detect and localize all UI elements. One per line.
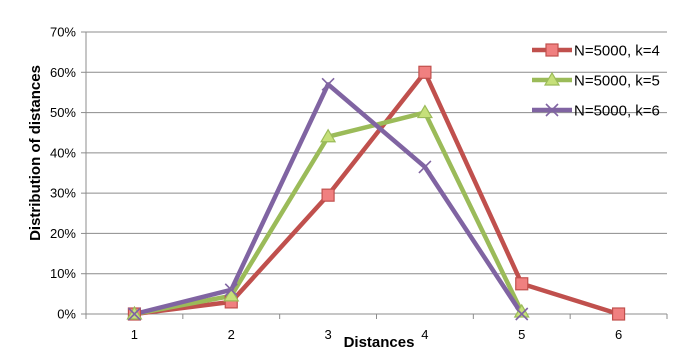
y-tick-label: 0%: [57, 307, 76, 322]
x-tick-label: 3: [324, 327, 331, 342]
data-point: [320, 128, 337, 143]
data-point: [321, 77, 335, 91]
legend-marker: [543, 71, 561, 86]
legend-entry: N=5000, k=4: [532, 43, 660, 60]
series-line-1: [132, 70, 621, 317]
data-point: [127, 307, 141, 321]
x-tick-label: 5: [518, 327, 525, 342]
x-tick-label: 2: [228, 327, 235, 342]
x-axis-ticks: 1 2 3 4 5 6: [85, 314, 668, 342]
legend-label: N=5000, k=5: [574, 73, 660, 90]
x-tick-label: 4: [421, 327, 428, 342]
y-tick-label: 10%: [50, 266, 76, 281]
x-tick-label: 6: [615, 327, 622, 342]
data-point: [515, 277, 529, 291]
y-axis-title: Distribution of distances: [27, 65, 44, 241]
y-tick-label: 60%: [50, 65, 76, 80]
data-point: [515, 307, 529, 321]
data-point: [321, 188, 335, 202]
series-line-2: [132, 110, 524, 317]
data-point: [611, 307, 626, 321]
legend-marker: [545, 103, 559, 117]
data-point: [418, 65, 432, 79]
y-tick-label: 30%: [50, 186, 76, 201]
y-tick-label: 40%: [50, 145, 76, 160]
y-axis-ticks: 0% 10% 20% 30% 40% 50% 60% 70%: [50, 25, 86, 322]
y-tick-label: 50%: [50, 105, 76, 120]
x-tick-label: 1: [131, 327, 138, 342]
data-point: [223, 287, 240, 302]
y-tick-label: 70%: [50, 25, 76, 40]
legend: N=5000, k=4 N=5000, k=5 N=5000, k=6: [532, 43, 660, 120]
legend-entry: N=5000, k=5: [532, 71, 660, 90]
legend-entry: N=5000, k=6: [532, 103, 660, 120]
series-markers: [126, 65, 626, 321]
x-axis-title: Distances: [344, 334, 415, 351]
data-point: [418, 160, 432, 174]
legend-label: N=5000, k=4: [574, 43, 660, 60]
gridlines: [86, 31, 667, 275]
legend-marker: [545, 43, 559, 57]
data-point: [416, 104, 433, 119]
data-point: [224, 283, 238, 297]
legend-label: N=5000, k=6: [574, 103, 660, 120]
y-tick-label: 20%: [50, 226, 76, 241]
